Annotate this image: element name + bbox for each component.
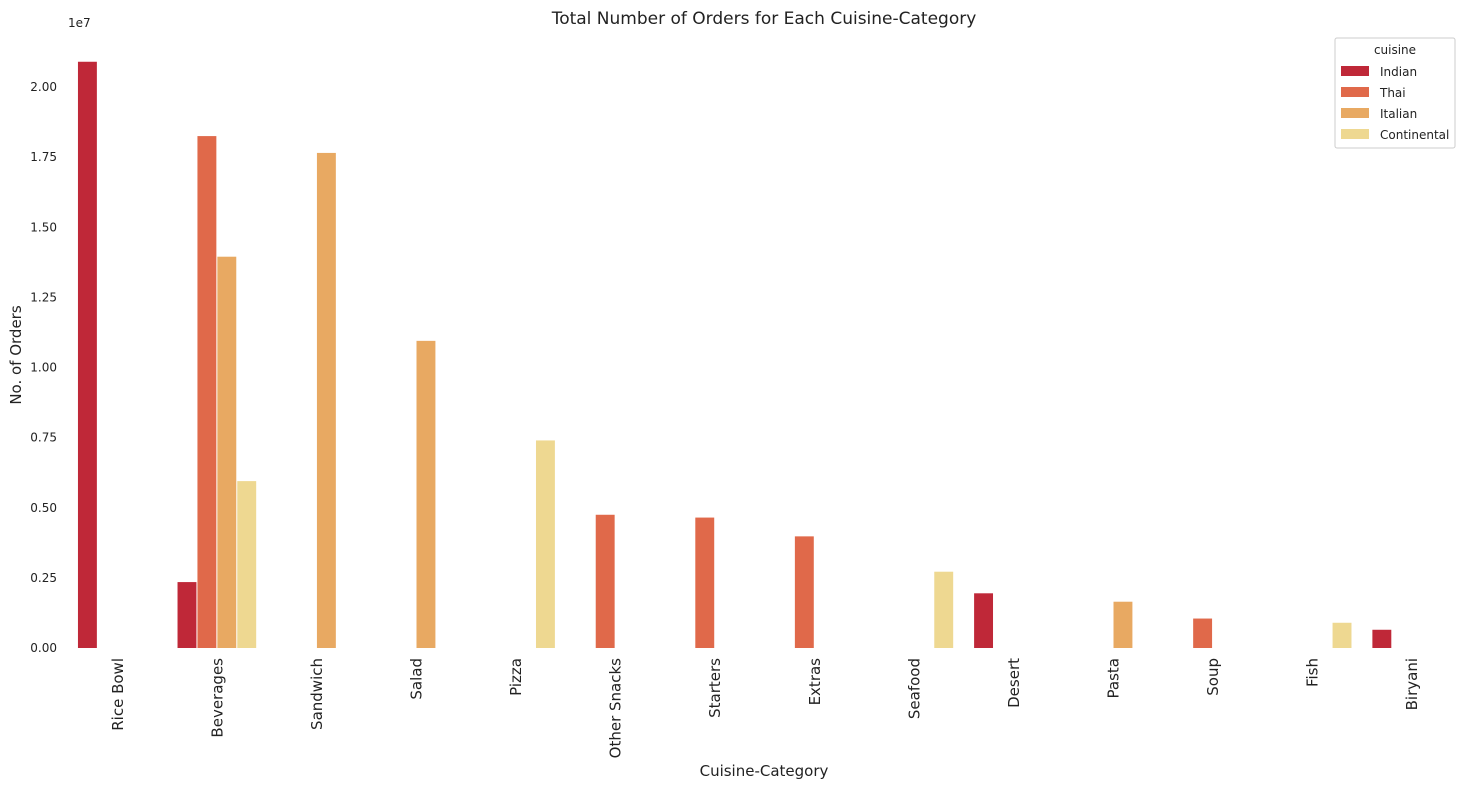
bar-thai-other-snacks [595,514,615,648]
x-tick-label: Biryani [1403,658,1421,710]
bar-continental-seafood [934,571,954,648]
legend-label-indian: Indian [1380,65,1417,79]
bar-indian-rice-bowl [77,61,97,648]
y-axis-offset-label: 1e7 [68,16,91,30]
x-tick-label: Sandwich [308,658,326,730]
legend-swatch-thai [1341,87,1369,97]
bar-italian-sandwich [316,152,336,649]
legend: cuisine Indian Thai Italian Continental [1334,37,1456,149]
y-tick-label: 1.25 [30,290,57,304]
x-tick-label: Salad [408,658,426,700]
legend-frame [1334,37,1456,149]
y-tick-label: 0.75 [30,431,57,445]
bars-group [77,61,1392,649]
legend-label-thai: Thai [1379,86,1406,100]
legend-label-italian: Italian [1380,107,1417,121]
bar-italian-salad [416,340,436,648]
bar-indian-beverages [177,582,197,648]
x-tick-label: Starters [706,658,724,718]
bar-continental-fish [1332,622,1352,648]
y-tick-label: 0.50 [30,501,57,515]
x-axis-label: Cuisine-Category [700,762,829,780]
chart-title: Total Number of Orders for Each Cuisine-… [551,9,977,29]
x-tick-label: Soup [1204,658,1222,696]
legend-swatch-continental [1341,129,1369,139]
bar-thai-starters [695,517,715,648]
bar-thai-beverages [197,136,217,648]
y-tick-label: 1.50 [30,220,57,234]
bar-italian-beverages [217,256,237,648]
y-tick-label: 0.00 [30,641,57,655]
x-tick-label: Seafood [905,658,923,719]
x-tick-label: Extras [806,658,824,706]
x-tick-label: Desert [1005,658,1023,708]
y-tick-label: 0.25 [30,571,57,585]
x-tick-label: Beverages [208,658,226,738]
bar-indian-biryani [1372,629,1392,648]
y-axis: 0.00 0.25 0.50 0.75 1.00 1.25 1.50 1.75 2.00 [30,80,57,655]
bar-thai-extras [794,536,814,648]
x-tick-label: Pizza [507,658,525,696]
bar-continental-pizza [535,440,555,648]
legend-title: cuisine [1374,43,1416,57]
bar-indian-desert [974,593,994,648]
bar-italian-pasta [1113,601,1133,648]
legend-label-continental: Continental [1380,128,1449,142]
y-tick-label: 1.75 [30,150,57,164]
bar-thai-soup [1193,618,1213,648]
y-tick-label: 1.00 [30,361,57,375]
bar-continental-beverages [237,481,257,648]
legend-swatch-indian [1341,66,1369,76]
y-axis-label: No. of Orders [7,305,25,405]
x-tick-label: Rice Bowl [109,658,127,731]
x-axis: Rice Bowl Beverages Sandwich Salad Pizza Othe… [109,658,1421,759]
legend-swatch-italian [1341,108,1369,118]
y-tick-label: 2.00 [30,80,57,94]
x-tick-label: Pasta [1105,658,1123,698]
x-tick-label: Other Snacks [607,658,625,759]
x-tick-label: Fish [1304,658,1322,687]
